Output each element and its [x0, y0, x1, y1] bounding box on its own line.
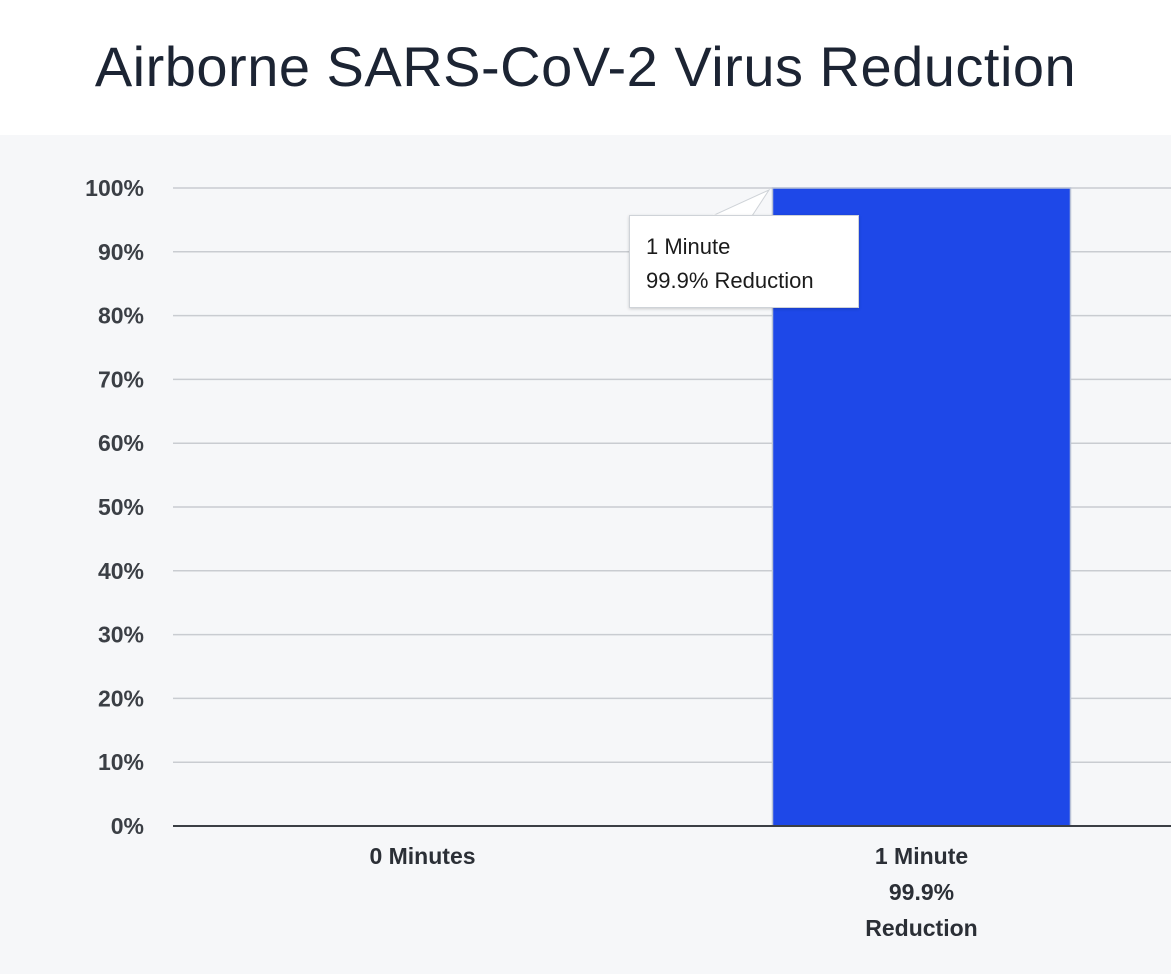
- x-category-labels: 0 Minutes 1 Minute 99.9% Reduction: [369, 843, 977, 941]
- y-tick-label: 60%: [98, 430, 144, 456]
- y-tick-label: 10%: [98, 749, 144, 775]
- y-tick-label: 70%: [98, 366, 144, 392]
- x-category-label: 0 Minutes: [369, 843, 475, 869]
- y-tick-label: 90%: [98, 239, 144, 265]
- data-tooltip: 1 Minute 99.9% Reduction: [629, 215, 859, 308]
- y-tick-label: 80%: [98, 303, 144, 329]
- chart-title: Airborne SARS-CoV-2 Virus Reduction: [94, 35, 1077, 98]
- tooltip-line-2: 99.9% Reduction: [646, 268, 814, 293]
- tooltip-line-1: 1 Minute: [646, 234, 731, 259]
- y-tick-label: 30%: [98, 622, 144, 648]
- x-category-label: 1 Minute 99.9% Reduction: [865, 843, 977, 941]
- y-tick-label: 50%: [98, 494, 144, 520]
- y-tick-label: 100%: [85, 175, 144, 201]
- y-tick-label: 20%: [98, 685, 144, 711]
- y-tick-label: 40%: [98, 558, 144, 584]
- y-tick-labels: 0% 10% 20% 30% 40% 50% 60% 70% 80% 90% 100%: [85, 175, 144, 839]
- y-tick-label: 0%: [111, 813, 144, 839]
